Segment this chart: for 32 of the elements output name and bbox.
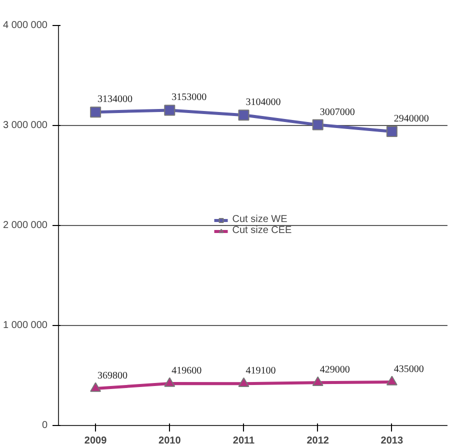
y-tick-label: 1 000 000 — [3, 320, 48, 331]
y-tick-label: 0 — [42, 420, 48, 431]
point — [238, 110, 250, 121]
point — [164, 377, 176, 387]
data-label: 419600 — [172, 366, 202, 377]
data-label: 3134000 — [98, 94, 133, 106]
y-tick-label: 4 000 000 — [3, 20, 48, 31]
point — [312, 119, 324, 130]
data-label: 3007000 — [320, 106, 355, 118]
point — [164, 104, 176, 116]
point — [238, 377, 250, 387]
data-label: 2940000 — [394, 114, 429, 124]
data-label: 3153000 — [172, 92, 207, 104]
x-tick-label: 2009 — [84, 436, 108, 446]
data-label: 429000 — [320, 364, 350, 376]
x-tick-label: 2013 — [380, 436, 404, 446]
x-tick-label: 2010 — [158, 436, 182, 446]
data-label: 3104000 — [246, 97, 281, 108]
point — [90, 106, 102, 118]
point — [386, 376, 398, 386]
point — [312, 376, 324, 386]
point — [386, 126, 398, 137]
point — [90, 382, 102, 392]
legend-label: Cut size WE — [232, 214, 288, 225]
x-tick-label: 2012 — [306, 436, 330, 446]
legend-label: Cut size CEE — [232, 225, 292, 236]
data-label: 369800 — [98, 370, 128, 382]
y-tick-label: 2 000 000 — [3, 220, 48, 231]
data-label: 419100 — [246, 366, 276, 377]
x-tick-label: 2011 — [232, 436, 256, 446]
data-label: 435000 — [394, 364, 424, 375]
y-tick-label: 3 000 000 — [3, 120, 48, 131]
